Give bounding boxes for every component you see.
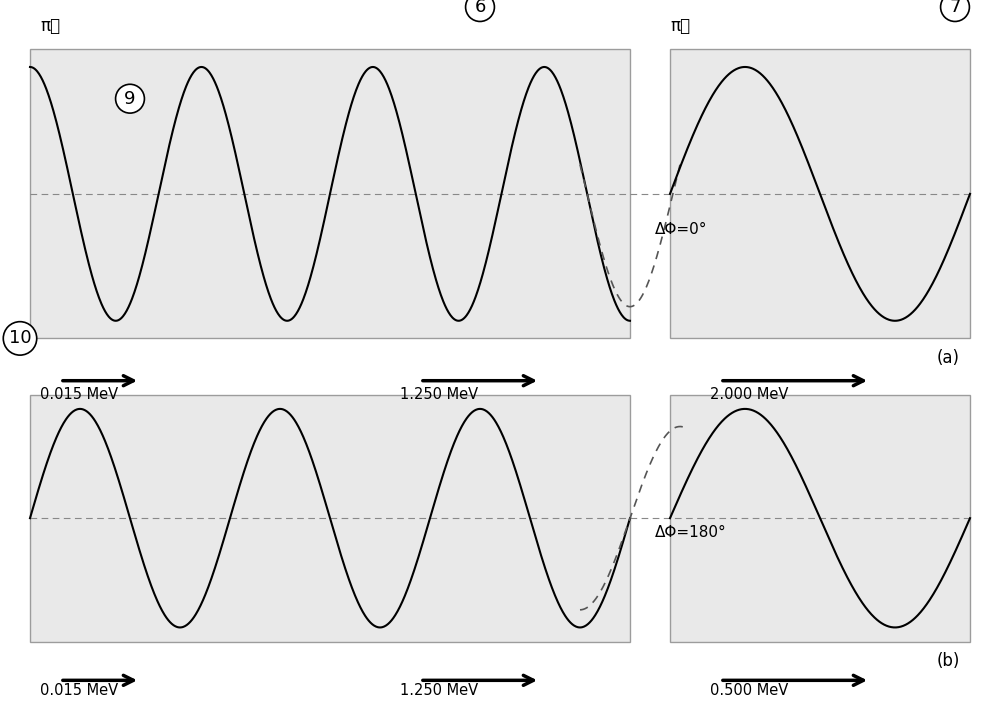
Text: 9: 9 — [124, 90, 136, 108]
Text: ΔΦ=180°: ΔΦ=180° — [655, 525, 727, 540]
Text: 10: 10 — [9, 329, 31, 348]
Text: (a): (a) — [937, 349, 960, 367]
FancyBboxPatch shape — [30, 395, 630, 642]
Text: (b): (b) — [937, 652, 960, 670]
Text: 1.250 MeV: 1.250 MeV — [400, 683, 478, 698]
FancyBboxPatch shape — [670, 395, 970, 642]
FancyBboxPatch shape — [670, 49, 970, 338]
Text: π模: π模 — [670, 17, 690, 35]
Text: ΔΦ=0°: ΔΦ=0° — [655, 221, 708, 237]
Text: 0.500 MeV: 0.500 MeV — [710, 683, 788, 698]
Text: 0.015 MeV: 0.015 MeV — [40, 683, 118, 698]
Text: 7: 7 — [949, 0, 961, 16]
Text: π模: π模 — [40, 17, 60, 35]
FancyBboxPatch shape — [30, 49, 630, 338]
Text: 0.015 MeV: 0.015 MeV — [40, 387, 118, 402]
Text: 1.250 MeV: 1.250 MeV — [400, 387, 478, 402]
Text: 2.000 MeV: 2.000 MeV — [710, 387, 788, 402]
Text: 6: 6 — [474, 0, 486, 16]
